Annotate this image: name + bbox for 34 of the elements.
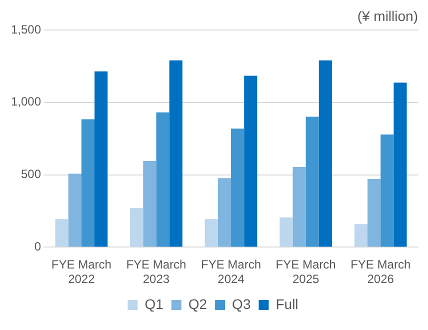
bar	[292, 166, 306, 247]
legend-label: Full	[276, 296, 298, 312]
y-axis-title: (¥ million)	[357, 8, 418, 24]
bar	[380, 134, 394, 247]
y-tick-label: 500	[21, 167, 42, 182]
bar	[244, 76, 258, 247]
bar	[143, 161, 156, 247]
bar	[394, 82, 407, 247]
y-tick-label: 1,000	[11, 94, 42, 109]
bar	[81, 119, 95, 247]
bar	[68, 174, 82, 247]
bar	[204, 219, 218, 247]
bar	[306, 116, 319, 247]
bar	[231, 128, 244, 247]
bar	[156, 112, 170, 247]
legend-label: Q3	[232, 296, 251, 312]
y-tick-label: 0	[34, 240, 42, 254]
bar	[169, 60, 182, 247]
bar	[368, 179, 381, 247]
bar	[55, 219, 68, 247]
x-tick-label: FYE March 2025	[276, 258, 336, 286]
bar	[130, 208, 144, 247]
x-tick-label: FYE March 2023	[126, 258, 186, 286]
legend-label: Q1	[144, 296, 164, 312]
bar	[318, 60, 332, 247]
legend-label: Q2	[188, 296, 208, 312]
bar	[218, 178, 232, 247]
bar	[94, 71, 108, 247]
y-tick-label: 1,500	[11, 22, 42, 36]
x-tick-label: FYE March 2024	[201, 258, 262, 286]
x-tick-label: FYE March 2022	[51, 258, 112, 286]
x-tick-label: FYE March 2026	[350, 258, 411, 286]
bar	[354, 224, 368, 247]
bar	[280, 217, 293, 247]
